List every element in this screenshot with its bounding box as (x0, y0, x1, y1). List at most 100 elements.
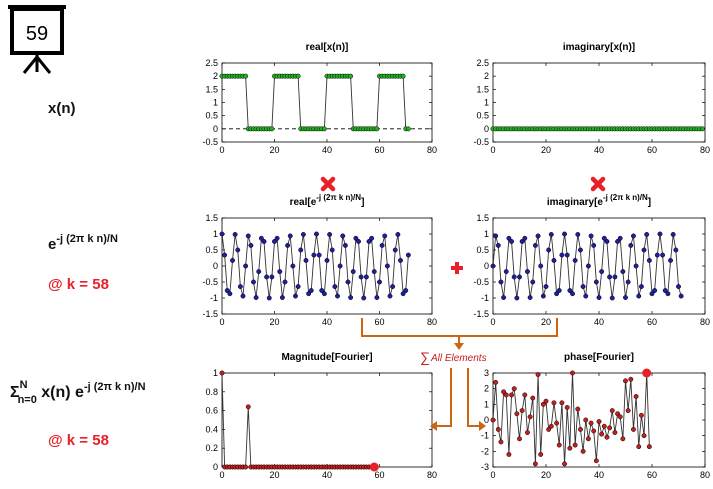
data-point (509, 392, 514, 398)
x-label: x(n) (48, 100, 76, 117)
data-point (251, 279, 256, 285)
data-point (633, 263, 639, 269)
data-point (495, 426, 501, 432)
data-point (501, 295, 507, 300)
data-point (527, 414, 533, 420)
real_x-chart: real[x(n)]0 20 40 60 80-0.500.511.522.5 (202, 42, 437, 155)
data-point (519, 408, 525, 414)
data-point (585, 436, 591, 442)
data-point (498, 439, 504, 445)
data-point (382, 233, 388, 239)
sum-symbol: ∑ (420, 349, 430, 365)
data-point (575, 406, 581, 412)
plus-icon (451, 262, 463, 274)
y-tick-label: -0.5 (202, 137, 218, 147)
sum-upper: N (19, 379, 28, 391)
arrow-down-icon (454, 343, 464, 350)
data-point (379, 242, 385, 248)
data-point (511, 386, 517, 392)
x-tick-label: 80 (700, 145, 710, 155)
y-tick-label: 1.5 (205, 84, 218, 94)
data-point (232, 232, 238, 237)
data-point (551, 400, 557, 406)
data-point (628, 242, 634, 248)
data-point (540, 401, 546, 407)
data-point (551, 257, 557, 263)
magnitude-title-text: Magnitude[Fourier] (281, 352, 372, 363)
x-tick-label: 60 (374, 145, 384, 155)
x-tick-label: 40 (322, 470, 332, 480)
arrow-left-icon (430, 421, 437, 431)
data-point (625, 408, 631, 414)
data-point (540, 293, 546, 299)
y-tick-label: 0.2 (205, 443, 218, 453)
y-tick-label: 2 (213, 71, 218, 81)
data-point (264, 274, 270, 280)
data-point (628, 376, 634, 382)
y-tick-label: 1.5 (476, 213, 489, 223)
real_kernel-series-line (221, 233, 409, 299)
kernel-exponent: -j (2π k n)/N (56, 233, 118, 245)
data-point (358, 274, 364, 280)
data-point (585, 263, 591, 269)
data-point (567, 288, 573, 293)
sum-all-elements-label: All Elements (430, 353, 487, 364)
data-point (538, 263, 544, 269)
slide-number-board-icon: 59 (8, 5, 66, 74)
slide-number: 59 (26, 23, 48, 45)
data-point (503, 269, 509, 275)
data-point (506, 452, 512, 457)
kernel-base: e (48, 236, 57, 253)
data-point (243, 464, 249, 470)
current-k-marker (642, 368, 652, 378)
imag_kernel-title-end: ] (648, 197, 651, 208)
data-point (617, 414, 623, 420)
imag_x-title-text: imaginary[x(n)] (563, 42, 635, 53)
y-tick-label: 2.5 (205, 58, 218, 68)
y-tick-label: -1 (481, 431, 489, 441)
data-point (546, 426, 552, 432)
data-point (607, 274, 613, 280)
data-point (631, 426, 636, 432)
data-point (636, 293, 642, 299)
multiply-icon (590, 176, 606, 192)
data-point (532, 242, 538, 248)
data-point (567, 445, 573, 451)
data-point (374, 295, 380, 300)
x-tick-label: 20 (541, 470, 551, 480)
imag_kernel-title-exponent: -j (2π k n)/N (603, 193, 648, 202)
data-point (345, 279, 351, 285)
data-point (612, 430, 618, 435)
data-point (274, 235, 280, 241)
x-tick-label: 20 (269, 317, 279, 327)
data-point (530, 279, 536, 285)
data-point (282, 279, 288, 285)
data-point (548, 423, 554, 429)
data-point (314, 231, 319, 237)
data-point (607, 425, 613, 431)
data-point (350, 269, 356, 275)
data-point (562, 231, 567, 237)
x-tick-label: 80 (427, 470, 437, 480)
data-point (369, 235, 375, 241)
data-point (511, 274, 517, 280)
data-point (222, 252, 228, 258)
data-point (535, 233, 541, 239)
y-tick-label: -2 (481, 446, 489, 456)
magnitude-axes-box (221, 372, 433, 468)
y-tick-label: 0.6 (205, 406, 218, 416)
data-point (556, 288, 562, 293)
y-tick-label: 0 (484, 415, 489, 425)
phase-title-text: phase[Fourier] (564, 352, 634, 363)
magnitude-title: Magnitude[Fourier] (281, 352, 372, 363)
data-point (522, 235, 528, 241)
data-point (641, 247, 647, 253)
data-point (559, 400, 565, 406)
y-tick-label: 0 (213, 261, 218, 271)
magnitude-chart: Magnitude[Fourier] 0 20 40 60 80 0 0.2 0.4 0.6 0.8… (205, 352, 437, 480)
data-point (342, 242, 348, 248)
data-point (532, 461, 538, 467)
data-point (559, 252, 565, 258)
y-tick-label: 2 (484, 71, 489, 81)
sum-k-label: @ k = 58 (48, 432, 109, 449)
